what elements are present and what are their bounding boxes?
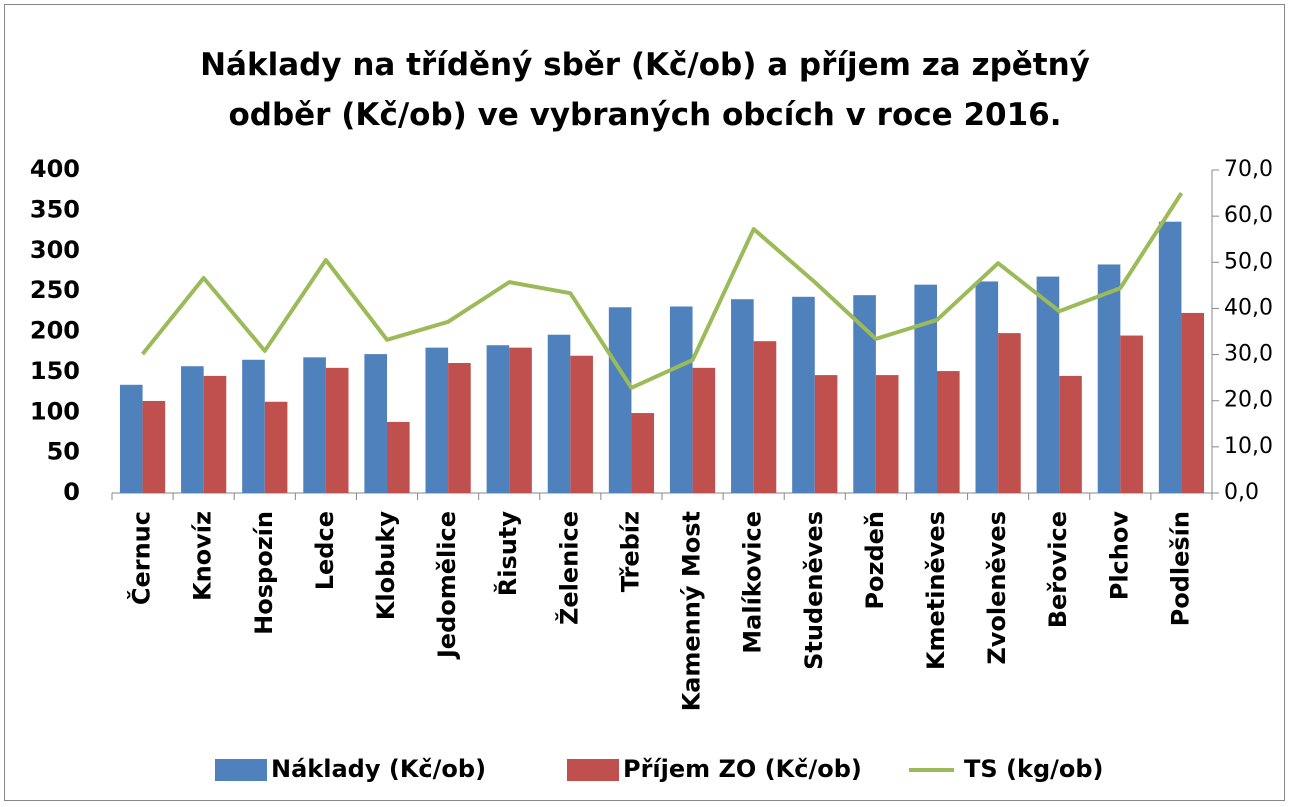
bar	[425, 347, 449, 493]
bar	[875, 375, 899, 493]
bar	[387, 421, 410, 493]
bar	[792, 296, 815, 493]
x-tick-label: Podlešín	[1166, 511, 1194, 626]
y-tick-label: 50	[47, 438, 80, 466]
y-tick-label: 0	[63, 478, 80, 506]
legend-label: Příjem ZO (Kč/ob)	[623, 755, 862, 783]
x-tick-label: Hospozín	[250, 511, 278, 635]
bar	[1181, 312, 1205, 493]
bar	[853, 295, 876, 493]
bar	[631, 413, 655, 493]
x-tick-label: Pozdeň	[861, 511, 889, 610]
chart-title: Náklady na tříděný sběr (Kč/ob) a příjem…	[200, 47, 1090, 133]
bar	[486, 345, 510, 493]
bar	[547, 334, 571, 493]
y-tick-label: 150	[30, 357, 80, 385]
bar	[937, 371, 960, 493]
y-tick-label: 300	[30, 236, 80, 264]
chart-frame	[4, 4, 1285, 801]
y-tick-label: 100	[30, 397, 80, 425]
bar	[325, 367, 349, 493]
x-tick-label: Černuc	[126, 511, 156, 605]
y2-tick-label: 10,0	[1224, 434, 1273, 459]
bar	[669, 306, 693, 493]
x-tick-label: Jedomělice	[433, 511, 461, 660]
bar	[264, 401, 288, 493]
x-tick-label: Želenice	[554, 511, 583, 625]
bar	[119, 384, 143, 493]
bar	[914, 284, 937, 493]
y-tick-label: 350	[30, 195, 80, 223]
bar	[570, 355, 593, 493]
y-tick-label: 250	[30, 276, 80, 304]
y2-tick-label: 70,0	[1224, 157, 1273, 182]
legend-swatch	[215, 759, 267, 781]
x-tick-label: Třebíz	[616, 511, 644, 592]
y-tick-label: 400	[30, 155, 80, 183]
y2-tick-label: 50,0	[1224, 249, 1273, 274]
legend-label: Náklady (Kč/ob)	[271, 755, 486, 783]
y2-tick-label: 60,0	[1224, 203, 1273, 228]
legend-label: TS (kg/ob)	[964, 755, 1104, 783]
y2-tick-label: 20,0	[1224, 388, 1273, 413]
x-tick-label: Zvoleněves	[983, 511, 1011, 665]
x-tick-label: Plchov	[1105, 511, 1133, 601]
bar	[1120, 335, 1143, 493]
bar	[753, 341, 777, 493]
x-tick-label: Beřovice	[1044, 511, 1072, 628]
x-tick-label: Knovíz	[189, 511, 217, 601]
x-tick-label: Řisuty	[493, 511, 522, 597]
bar	[142, 400, 166, 493]
bar	[303, 357, 326, 493]
bar	[203, 375, 227, 493]
x-tick-label: Kmetiněves	[922, 511, 950, 670]
y-tick-label: 200	[30, 317, 80, 345]
x-tick-label: Ledce	[311, 511, 339, 590]
x-tick-label: Klobuky	[372, 511, 400, 621]
bar	[1158, 221, 1182, 493]
bar	[181, 366, 204, 493]
bar	[364, 354, 387, 493]
bar	[608, 307, 632, 493]
y2-tick-label: 0,0	[1224, 480, 1259, 505]
y2-tick-label: 30,0	[1224, 342, 1273, 367]
bar	[731, 299, 754, 493]
bar	[998, 333, 1021, 493]
legend-swatch	[567, 759, 619, 781]
x-tick-label: Malíkovice	[739, 511, 767, 654]
y2-tick-label: 40,0	[1224, 295, 1273, 320]
x-tick-label: Studeněves	[800, 511, 828, 670]
x-tick-label: Kamenný Most	[678, 511, 706, 711]
line-series	[140, 191, 1184, 390]
bar	[448, 362, 471, 493]
bar	[509, 347, 532, 493]
bar	[1036, 276, 1060, 493]
bar	[692, 367, 716, 493]
bar	[975, 281, 999, 493]
bar	[814, 375, 838, 493]
bar	[1059, 375, 1082, 493]
bar	[1097, 264, 1121, 493]
bar	[242, 359, 265, 493]
